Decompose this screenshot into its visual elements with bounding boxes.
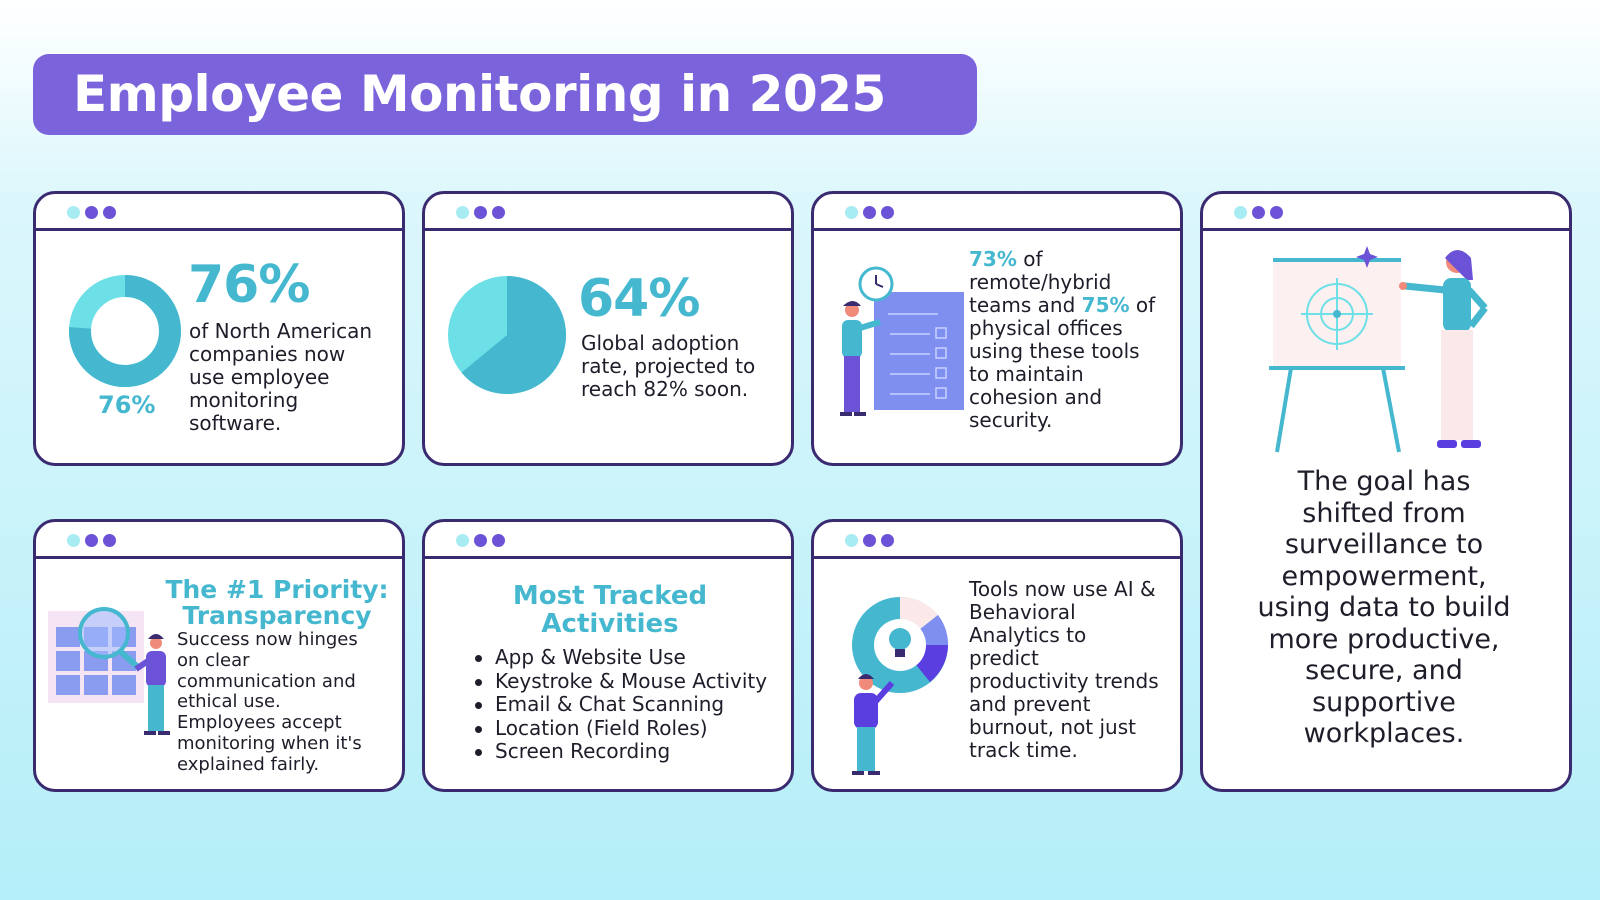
donut-label: 76% — [98, 391, 156, 419]
pie-chart-icon — [448, 276, 566, 394]
window-dot-icon — [474, 534, 487, 547]
window-bar — [814, 194, 1180, 231]
window-bar — [425, 194, 791, 231]
list-item: Keystroke & Mouse Activity — [473, 669, 767, 694]
stat-value: 76% — [188, 255, 310, 315]
card-goal: The goal has shifted from surveillance t… — [1200, 191, 1572, 792]
window-dot-icon — [845, 534, 858, 547]
window-bar — [1203, 194, 1569, 231]
window-dot-icon — [456, 534, 469, 547]
window-dot-icon — [474, 206, 487, 219]
window-dot-icon — [492, 534, 505, 547]
window-dot-icon — [1252, 206, 1265, 219]
goal-statement: The goal has shifted from surveillance t… — [1257, 466, 1511, 749]
window-dot-icon — [103, 206, 116, 219]
window-dot-icon — [845, 206, 858, 219]
card-heading: The #1 Priority: Transparency — [165, 575, 389, 630]
card-north-america: 76% 76% of North American companies now … — [33, 191, 405, 466]
card-ai-analytics: Tools now use AI & Behavioral Analytics … — [811, 519, 1183, 792]
stat-description: of North American companies now use empl… — [189, 319, 373, 435]
window-dot-icon — [85, 206, 98, 219]
window-bar — [36, 194, 402, 231]
list-item: Screen Recording — [473, 739, 767, 764]
list-item: Email & Chat Scanning — [473, 692, 767, 717]
stat-description: 73% of remote/hybrid teams and 75% of ph… — [969, 247, 1156, 432]
list-item: App & Website Use — [473, 645, 767, 670]
window-dot-icon — [492, 206, 505, 219]
card-description: Tools now use AI & Behavioral Analytics … — [969, 577, 1159, 762]
lightbulb-analytics-illustration — [852, 596, 949, 775]
window-bar — [425, 522, 791, 559]
card-heading: Most Tracked Activities — [512, 581, 708, 639]
stat-description: Global adoption rate, projected to reach… — [581, 331, 756, 401]
card-tracked-activities: Most Tracked Activities App & Website Us… — [422, 519, 794, 792]
list-item: Location (Field Roles) — [473, 716, 767, 741]
window-bar — [36, 522, 402, 559]
card-priority: The #1 Priority: Transparency Success no… — [33, 519, 405, 792]
window-dot-icon — [1234, 206, 1247, 219]
window-bar — [814, 522, 1180, 559]
window-dot-icon — [881, 534, 894, 547]
donut-chart-icon — [69, 275, 181, 387]
activity-list: App & Website Use Keystroke & Mouse Acti… — [473, 645, 767, 764]
stat-value: 73% — [969, 247, 1017, 271]
window-dot-icon — [881, 206, 894, 219]
stat-value: 75% — [1081, 293, 1130, 317]
window-dot-icon — [85, 534, 98, 547]
title-banner: Employee Monitoring in 2025 — [33, 54, 977, 135]
window-dot-icon — [863, 206, 876, 219]
window-dot-icon — [103, 534, 116, 547]
magnifier-window-illustration — [48, 607, 170, 735]
card-remote-hybrid: 73% of remote/hybrid teams and 75% of ph… — [811, 191, 1183, 466]
window-dot-icon — [1270, 206, 1283, 219]
page-title: Employee Monitoring in 2025 — [73, 65, 886, 123]
card-global-adoption: 64% Global adoption rate, projected to r… — [422, 191, 794, 466]
window-dot-icon — [67, 534, 80, 547]
window-dot-icon — [456, 206, 469, 219]
stat-value: 64% — [578, 269, 700, 329]
window-dot-icon — [863, 534, 876, 547]
checklist-person-illustration — [840, 266, 964, 416]
window-dot-icon — [67, 206, 80, 219]
presentation-board-illustration — [1269, 246, 1488, 453]
card-description: Success now hinges on clear communicatio… — [177, 629, 362, 775]
